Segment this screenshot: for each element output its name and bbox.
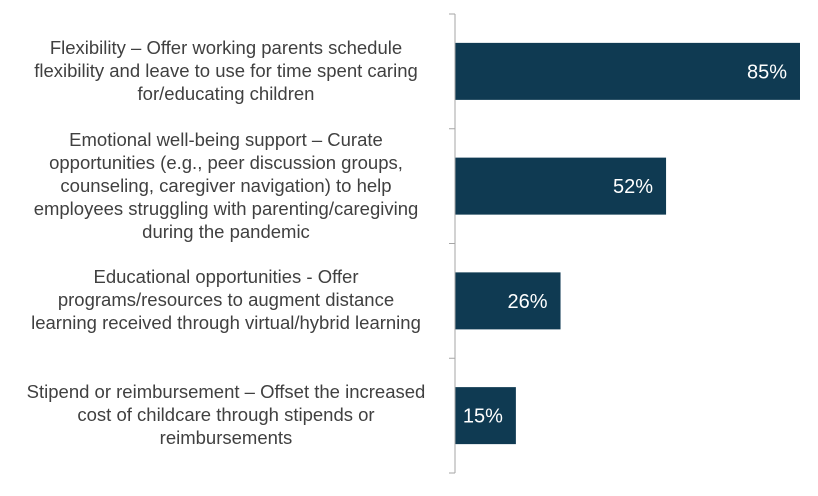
category-label-line: Stipend or reimbursement – Offset the in… (26, 381, 426, 403)
category-axis (449, 13, 456, 474)
category-label-line: cost of childcare through stipends or (77, 404, 375, 426)
data-labels: 85% 52% 26% 15% (463, 61, 787, 427)
category-label-line: Emotional well-being support – Curate (69, 128, 383, 150)
category-label-line: programs/resources to augment distance (57, 289, 395, 311)
data-label: 15% (463, 406, 503, 428)
data-label: 52% (613, 176, 653, 198)
category-label-line: learning received through virtual/hybrid… (31, 312, 421, 334)
bar (455, 42, 800, 100)
category-label-line: reimbursements (159, 427, 293, 449)
category-label-line: for/educating children (137, 82, 315, 104)
bar (455, 157, 667, 215)
category-label-line: flexibility and leave to use for time sp… (34, 59, 418, 81)
category-label: Educational opportunities - Offer program… (8, 265, 444, 334)
category-label-line: counseling, caregiver navigation) to hel… (60, 174, 392, 196)
category-label: Emotional well-being support – Curate opp… (8, 128, 444, 243)
data-label: 26% (507, 291, 547, 313)
category-label: Flexibility – Offer working parents sche… (8, 36, 444, 105)
category-label-line: opportunities (e.g., peer discussion gro… (49, 151, 403, 173)
bar (455, 387, 516, 445)
bar (455, 272, 561, 330)
bars (455, 42, 800, 445)
category-label-line: during the pandemic (142, 220, 310, 242)
category-label-line: Educational opportunities - Offer (93, 266, 359, 288)
category-label-line: Flexibility – Offer working parents sche… (49, 36, 403, 58)
category-label-line: employees struggling with parenting/care… (33, 197, 419, 219)
data-label: 85% (747, 61, 787, 83)
category-label: Stipend or reimbursement – Offset the in… (8, 380, 444, 449)
